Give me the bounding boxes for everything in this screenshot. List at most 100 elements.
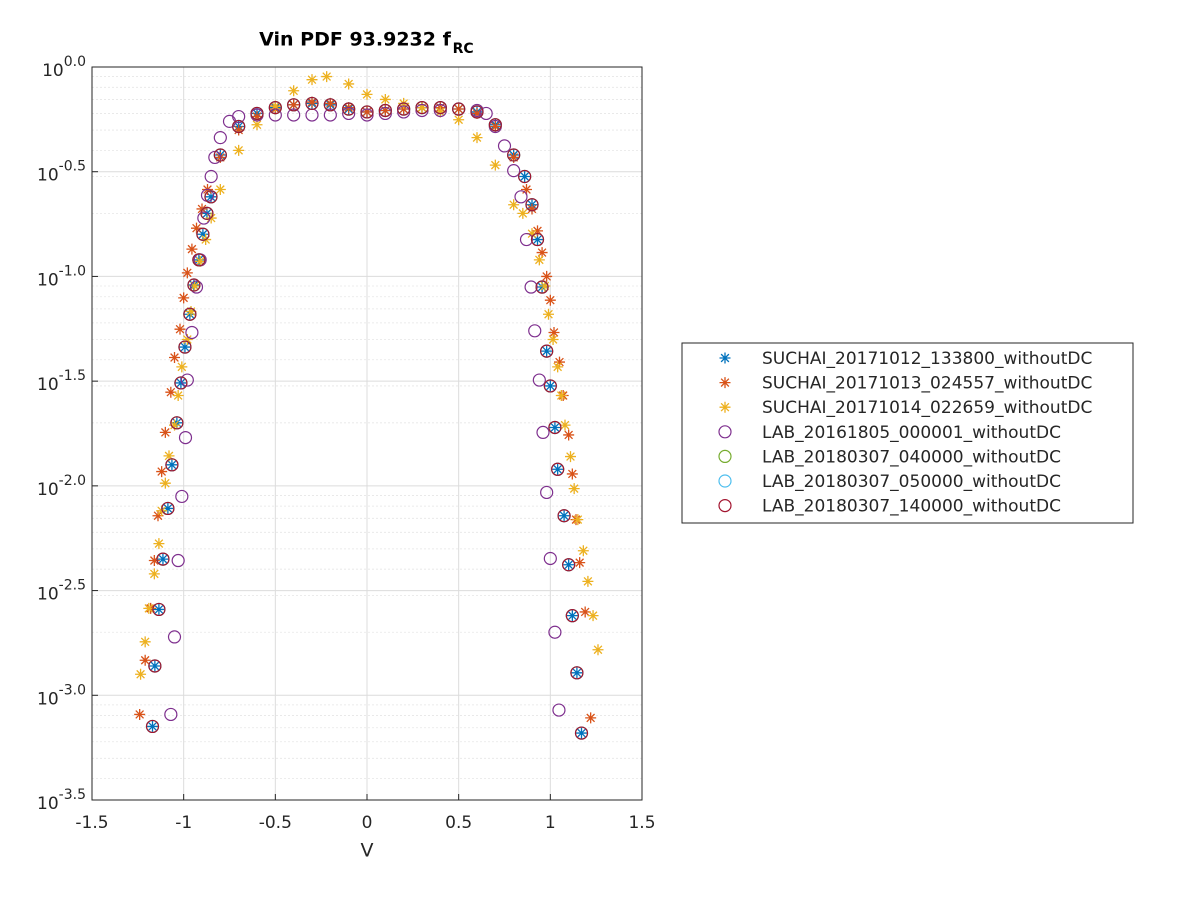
legend-label: LAB_20180307_050000_withoutDC: [762, 472, 1061, 492]
marker-asterisk: [554, 356, 565, 368]
legend-marker: [719, 377, 731, 389]
marker-asterisk: [135, 668, 147, 680]
marker-asterisk: [194, 255, 206, 267]
marker-circle: [543, 551, 557, 566]
marker-asterisk: [398, 103, 410, 115]
marker-asterisk: [526, 228, 538, 240]
marker-asterisk: [489, 120, 501, 132]
marker-asterisk: [205, 191, 217, 203]
x-tick-label: -1: [175, 813, 192, 833]
marker-circle: [148, 659, 162, 673]
marker-asterisk: [172, 390, 184, 402]
marker-circle: [507, 148, 521, 162]
marker-asterisk: [269, 100, 281, 112]
marker-circle: [156, 552, 170, 566]
legend-label: LAB_20180307_140000_withoutDC: [762, 497, 1061, 517]
marker-circle: [452, 102, 466, 116]
marker-asterisk: [544, 380, 556, 392]
marker-asterisk: [181, 267, 193, 279]
marker-asterisk: [416, 102, 428, 114]
marker-asterisk: [587, 610, 599, 622]
marker-asterisk: [536, 281, 548, 293]
marker-circle: [378, 106, 392, 121]
marker-circle: [204, 169, 218, 184]
marker-asterisk: [174, 323, 186, 335]
marker-circle: [552, 703, 566, 717]
marker-circle: [540, 344, 554, 358]
marker-circle: [192, 253, 206, 267]
marker-asterisk: [159, 426, 171, 438]
marker-circle: [415, 103, 429, 118]
marker-circle: [250, 106, 264, 121]
marker-circle: [433, 103, 447, 118]
x-tick-label: 0.5: [445, 813, 472, 833]
marker-circle: [397, 102, 411, 116]
marker-circle: [415, 100, 429, 115]
marker-asterisk: [453, 114, 465, 126]
marker-asterisk: [565, 451, 576, 463]
marker-circle: [360, 105, 374, 119]
marker-asterisk: [139, 636, 151, 648]
marker-asterisk: [147, 720, 158, 732]
marker-asterisk: [178, 292, 190, 304]
marker-asterisk: [189, 280, 201, 292]
marker-asterisk: [541, 270, 553, 282]
marker-circle: [543, 379, 557, 393]
marker-circle: [183, 307, 197, 321]
x-axis-label: V: [361, 840, 374, 862]
legend-label: LAB_20180307_040000_withoutDC: [762, 447, 1061, 467]
marker-circle: [535, 280, 549, 294]
marker-asterisk: [162, 502, 174, 514]
marker-asterisk: [566, 610, 578, 622]
marker-asterisk: [251, 119, 263, 131]
marker-asterisk: [532, 234, 543, 246]
marker-circle: [397, 105, 411, 119]
marker-asterisk: [175, 377, 187, 389]
marker-circle: [175, 489, 189, 504]
marker-asterisk: [379, 104, 391, 116]
marker-asterisk: [176, 361, 188, 373]
legend-box: [681, 342, 1134, 524]
marker-asterisk: [149, 660, 161, 672]
marker-asterisk: [197, 228, 209, 240]
marker-asterisk: [539, 280, 551, 292]
marker-asterisk: [156, 505, 168, 517]
marker-circle: [232, 109, 246, 124]
marker-circle: [174, 376, 188, 390]
marker-circle: [164, 707, 178, 722]
marker-asterisk: [157, 553, 169, 565]
marker-circle: [507, 164, 521, 178]
marker-asterisk: [361, 88, 373, 100]
marker-circle: [524, 280, 538, 294]
marker-asterisk: [159, 477, 171, 489]
marker-asterisk: [532, 225, 543, 237]
y-tick-label: 100.0: [42, 54, 86, 81]
marker-circle: [519, 232, 534, 247]
axis-layer: -1.5 -1 -0.5 0 0.5 1 1.5 100.0 10-0.5 10-1.0 10-1.…: [37, 54, 655, 833]
marker-asterisk: [152, 510, 164, 522]
marker-circle: [145, 719, 160, 734]
marker-asterisk: [552, 463, 564, 475]
marker-circle: [342, 106, 356, 121]
marker-asterisk: [233, 124, 245, 136]
marker-asterisk: [251, 111, 263, 123]
marker-circle: [551, 462, 565, 476]
legend-label: SUCHAI_20171012_133800_withoutDC: [762, 349, 1092, 369]
series: [135, 71, 604, 680]
marker-asterisk: [165, 386, 177, 398]
marker-asterisk: [166, 459, 178, 471]
y-tick-label: 10-0.5: [37, 159, 86, 186]
marker-asterisk: [379, 93, 391, 105]
marker-circle: [548, 420, 562, 435]
marker-circle: [323, 98, 337, 112]
marker-asterisk: [579, 606, 591, 618]
marker-circle: [562, 558, 576, 572]
marker-circle: [152, 602, 166, 617]
marker-asterisk: [288, 99, 300, 111]
marker-asterisk: [489, 159, 501, 171]
marker-circle: [433, 100, 447, 115]
marker-asterisk: [134, 708, 146, 720]
marker-circle: [548, 625, 562, 639]
marker-asterisk: [508, 151, 520, 163]
